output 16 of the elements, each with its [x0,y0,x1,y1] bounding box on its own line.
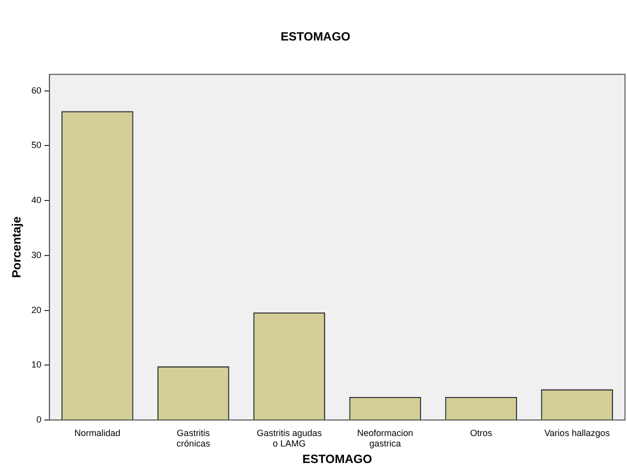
y-tick-label: 30 [31,250,42,260]
chart-title: ESTOMAGO [280,30,350,44]
y-tick-label: 0 [36,414,42,424]
x-tick-label: Gastritis agudas o LAMG [256,428,322,449]
y-tick-label: 40 [31,195,42,206]
x-tick-label: Otros [470,428,493,438]
y-axis-title: Porcentaje [10,216,24,278]
y-tick-label: 10 [31,360,42,370]
y-tick-label: 20 [31,304,42,315]
y-tick-label: 60 [31,85,42,96]
x-tick-label: Varios hallazgos [544,428,610,438]
y-tick-label: 50 [31,140,42,150]
x-tick-label: Neoformacion gastrica [357,428,414,449]
x-tick-label: Normalidad [74,428,120,438]
x-axis-title: ESTOMAGO [302,452,372,466]
x-tick-label: Gastritis crónicas [176,428,211,449]
